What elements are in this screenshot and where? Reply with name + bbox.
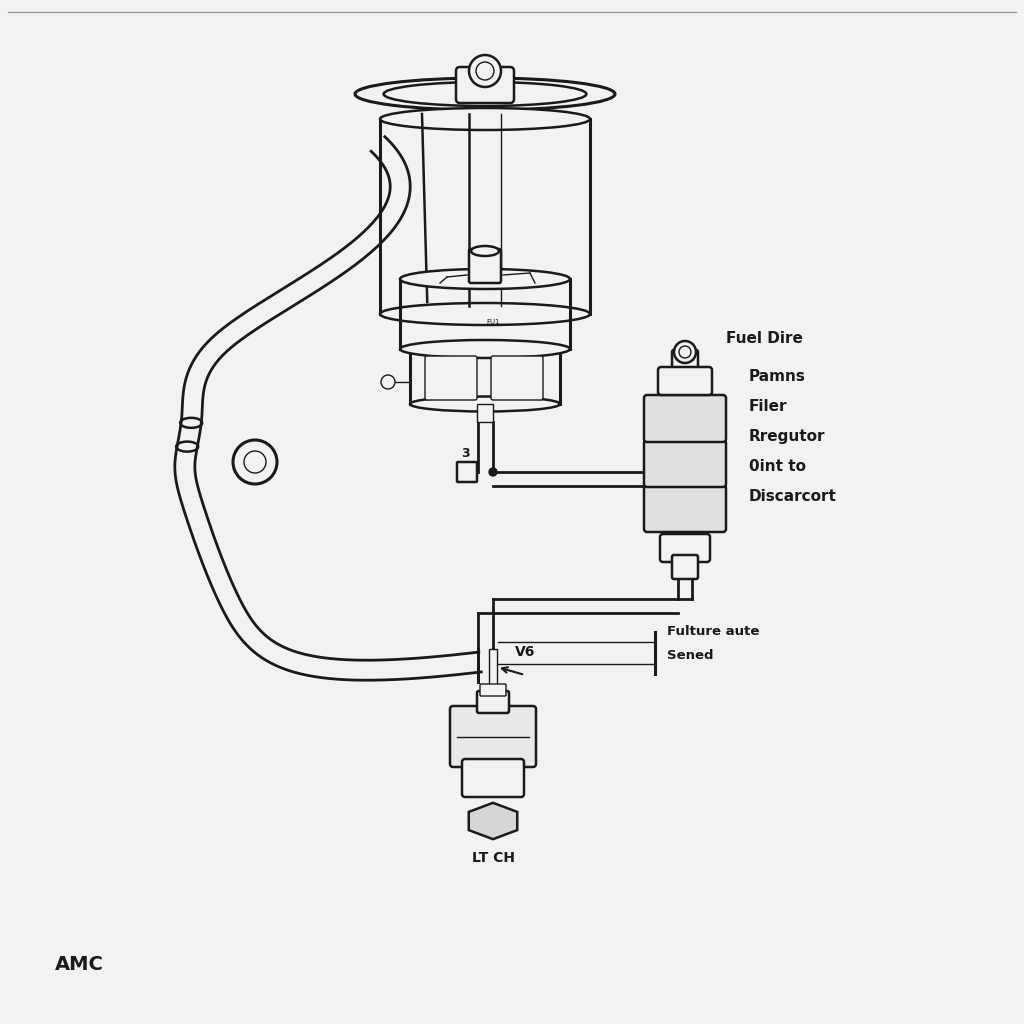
- Ellipse shape: [400, 269, 570, 289]
- FancyBboxPatch shape: [462, 759, 524, 797]
- Text: Discarcort: Discarcort: [749, 489, 837, 504]
- Text: 3: 3: [462, 447, 470, 460]
- FancyBboxPatch shape: [490, 356, 543, 400]
- Circle shape: [381, 375, 395, 389]
- Ellipse shape: [400, 340, 570, 358]
- Text: Pamns: Pamns: [749, 369, 806, 384]
- Ellipse shape: [384, 82, 587, 106]
- Text: Fulture aute: Fulture aute: [667, 625, 760, 638]
- FancyBboxPatch shape: [425, 356, 477, 400]
- Text: Filer: Filer: [749, 399, 787, 414]
- Ellipse shape: [471, 246, 499, 256]
- Ellipse shape: [410, 396, 560, 412]
- FancyBboxPatch shape: [477, 691, 509, 713]
- Ellipse shape: [355, 78, 615, 110]
- Text: FU1: FU1: [486, 319, 500, 325]
- FancyBboxPatch shape: [644, 440, 726, 487]
- FancyBboxPatch shape: [456, 67, 514, 103]
- Ellipse shape: [380, 108, 590, 130]
- FancyBboxPatch shape: [489, 649, 497, 687]
- FancyBboxPatch shape: [457, 462, 477, 482]
- FancyBboxPatch shape: [469, 249, 501, 283]
- FancyBboxPatch shape: [480, 684, 506, 696]
- FancyBboxPatch shape: [644, 395, 726, 442]
- FancyBboxPatch shape: [644, 485, 726, 532]
- FancyBboxPatch shape: [672, 350, 698, 376]
- FancyBboxPatch shape: [477, 404, 493, 422]
- Ellipse shape: [380, 303, 590, 325]
- FancyBboxPatch shape: [660, 534, 710, 562]
- Circle shape: [674, 341, 696, 362]
- FancyBboxPatch shape: [450, 706, 536, 767]
- Text: LT CH: LT CH: [471, 851, 514, 865]
- Polygon shape: [469, 803, 517, 840]
- Text: 0int to: 0int to: [749, 459, 806, 474]
- Text: V6: V6: [515, 645, 536, 659]
- Circle shape: [489, 468, 497, 476]
- FancyBboxPatch shape: [658, 367, 712, 395]
- Circle shape: [233, 440, 278, 484]
- Circle shape: [469, 55, 501, 87]
- FancyBboxPatch shape: [672, 555, 698, 579]
- Text: Rregutor: Rregutor: [749, 429, 825, 444]
- Text: Fuel Dire: Fuel Dire: [726, 331, 803, 346]
- Text: Sened: Sened: [667, 649, 714, 662]
- Text: AMC: AMC: [55, 955, 103, 974]
